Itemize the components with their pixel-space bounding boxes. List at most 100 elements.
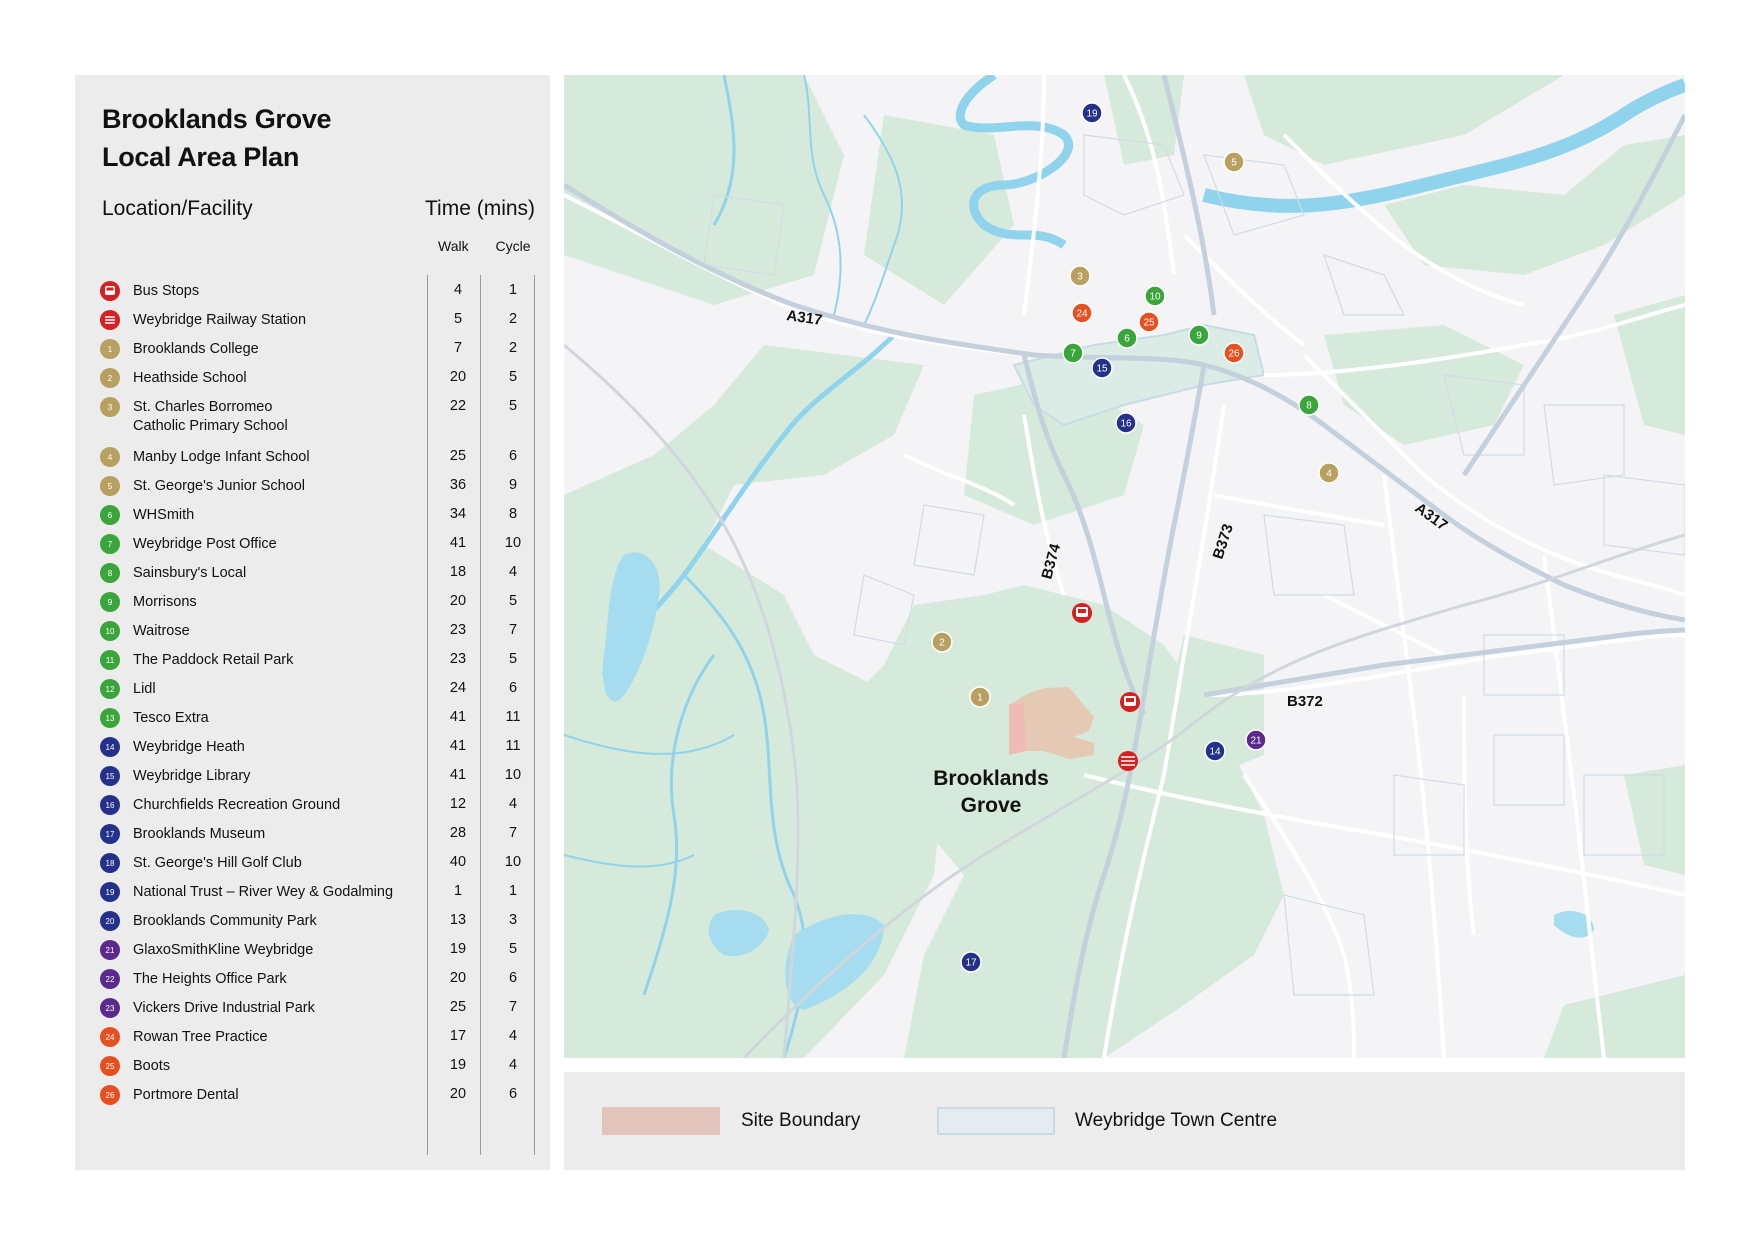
facility-number-badge: 11 (100, 650, 120, 670)
map-marker-14[interactable]: 14 (1204, 740, 1226, 762)
cycle-time: 1 (508, 282, 518, 298)
cycle-time: 6 (508, 448, 518, 464)
bus-icon (100, 281, 120, 301)
walk-time: 18 (449, 564, 467, 580)
bus-stop-marker[interactable] (1072, 603, 1092, 623)
road-label-b372: B372 (1287, 693, 1323, 710)
facility-name: Lidl (133, 681, 156, 697)
facility-name: Tesco Extra (133, 710, 209, 726)
lakes (602, 552, 1594, 1010)
cycle-time: 5 (508, 651, 518, 667)
cycle-time: 5 (508, 941, 518, 957)
facility-name: Morrisons (133, 594, 197, 610)
map-marker-2[interactable]: 2 (931, 631, 953, 653)
walk-column-header: Walk (438, 238, 469, 254)
facility-name: Waitrose (133, 623, 190, 639)
facility-number-badge: 7 (100, 534, 120, 554)
map-marker-25[interactable]: 25 (1138, 311, 1160, 333)
map-marker-16[interactable]: 16 (1115, 412, 1137, 434)
cycle-time: 2 (508, 340, 518, 356)
cycle-time: 7 (508, 999, 518, 1015)
facility-name: Weybridge Railway Station (133, 312, 307, 328)
column-divider (534, 275, 535, 1155)
cycle-time: 1 (508, 883, 518, 899)
column-divider (427, 275, 428, 1155)
facility-number-badge: 4 (100, 447, 120, 467)
cycle-time: 5 (508, 593, 518, 609)
cycle-time: 6 (508, 970, 518, 986)
svg-text:21: 21 (1250, 736, 1262, 747)
cycle-time: 5 (508, 398, 518, 414)
map-marker-17[interactable]: 17 (960, 951, 982, 973)
walk-time: 40 (449, 854, 467, 870)
cycle-time: 4 (508, 1057, 518, 1073)
map-marker-24[interactable]: 24 (1071, 302, 1093, 324)
walk-time: 7 (453, 340, 463, 356)
map-marker-21[interactable]: 21 (1245, 729, 1267, 751)
facility-number-badge: 17 (100, 824, 120, 844)
map-canvas: A317 A317 B374 B373 B372 Brooklands Grov… (564, 75, 1685, 1058)
cycle-time: 11 (505, 709, 521, 725)
bus-stop-marker[interactable] (1120, 692, 1140, 712)
road-label-b373: B373 (1210, 522, 1237, 561)
map-marker-6[interactable]: 6 (1116, 327, 1138, 349)
facility-number-badge: 8 (100, 563, 120, 583)
walk-time: 41 (449, 738, 467, 754)
cycle-time: 8 (508, 506, 518, 522)
svg-text:16: 16 (1120, 419, 1132, 430)
facility-name: Boots (133, 1058, 171, 1074)
facility-name: WHSmith (133, 507, 195, 523)
cycle-time: 7 (508, 825, 518, 841)
map-marker-26[interactable]: 26 (1223, 342, 1245, 364)
facility-name: Bus Stops (133, 283, 200, 299)
svg-text:19: 19 (1086, 109, 1098, 120)
site-boundary-label: Site Boundary (741, 1110, 861, 1131)
facility-name: Churchfields Recreation Ground (133, 797, 341, 813)
map-marker-3[interactable]: 3 (1069, 265, 1091, 287)
facility-number-badge: 3 (100, 397, 120, 417)
svg-text:2: 2 (939, 638, 945, 649)
cycle-time: 6 (508, 1086, 518, 1102)
walk-time: 25 (449, 999, 467, 1015)
svg-text:5: 5 (1231, 158, 1237, 169)
page-title: Brooklands Grove Local Area Plan (102, 104, 332, 172)
svg-text:9: 9 (1196, 331, 1202, 342)
map-marker-19[interactable]: 19 (1081, 102, 1103, 124)
facility-number-badge: 21 (100, 940, 120, 960)
svg-text:10: 10 (1149, 292, 1161, 303)
walk-time: 19 (449, 1057, 467, 1073)
map-marker-7[interactable]: 7 (1062, 342, 1084, 364)
railway-station-marker[interactable] (1118, 751, 1138, 771)
site-name-label-line1: Brooklands (933, 767, 1049, 790)
facility-number-badge: 6 (100, 505, 120, 525)
facility-panel: Brooklands Grove Local Area Plan Locatio… (75, 75, 550, 1170)
map-marker-5[interactable]: 5 (1223, 151, 1245, 173)
map-marker-10[interactable]: 10 (1144, 285, 1166, 307)
map-marker-15[interactable]: 15 (1091, 357, 1113, 379)
cycle-time: 3 (508, 912, 518, 928)
facility-name: Weybridge Heath (133, 739, 245, 755)
facility-name: The Heights Office Park (133, 971, 287, 987)
facility-number-badge: 12 (100, 679, 120, 699)
town-centre-label: Weybridge Town Centre (1075, 1110, 1278, 1131)
svg-text:7: 7 (1070, 349, 1076, 360)
cycle-time: 2 (508, 311, 518, 327)
facility-number-badge: 2 (100, 368, 120, 388)
svg-text:14: 14 (1209, 747, 1221, 758)
cycle-time: 4 (508, 564, 518, 580)
facility-name: Portmore Dental (133, 1087, 239, 1103)
map-marker-1[interactable]: 1 (969, 686, 991, 708)
map-marker-8[interactable]: 8 (1298, 394, 1320, 416)
map-marker-9[interactable]: 9 (1188, 324, 1210, 346)
facility-number-badge: 23 (100, 998, 120, 1018)
svg-text:25: 25 (1143, 318, 1155, 329)
facility-name: St. Charles Borromeo Catholic Primary Sch… (133, 399, 288, 434)
svg-text:15: 15 (1096, 364, 1108, 375)
map-marker-4[interactable]: 4 (1318, 462, 1340, 484)
area-map: A317 A317 B374 B373 B372 Brooklands Grov… (564, 75, 1685, 1058)
map-legend: Site Boundary Weybridge Town Centre (564, 1072, 1685, 1170)
walk-time: 13 (449, 912, 467, 928)
main-roads (564, 75, 1685, 1058)
walk-time: 28 (449, 825, 467, 841)
